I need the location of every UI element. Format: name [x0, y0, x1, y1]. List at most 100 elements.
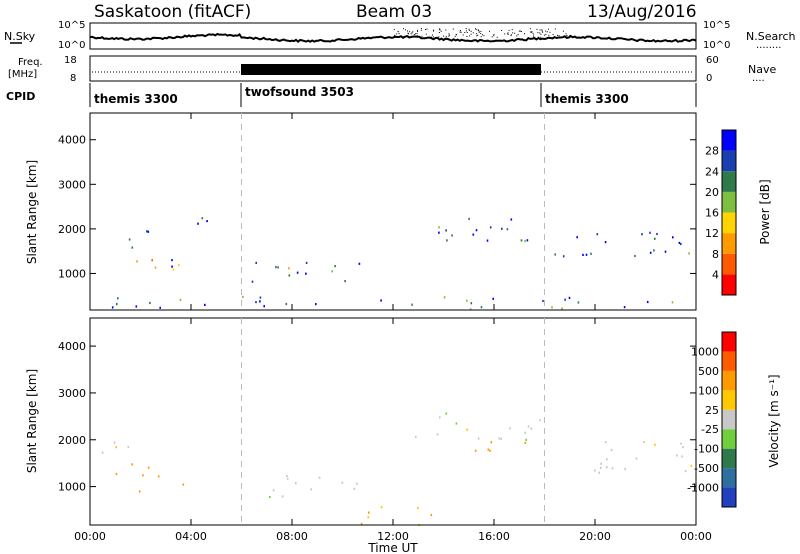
- y-tick-label: 4000: [58, 134, 86, 147]
- nave-legend: ....: [752, 73, 765, 84]
- nsearch-dot: [557, 34, 558, 36]
- nsearch-dot: [512, 32, 514, 34]
- nsearch-dot: [501, 30, 503, 31]
- nsearch-dot: [409, 31, 411, 33]
- range-cell: [525, 438, 527, 441]
- range-cell: [255, 301, 257, 304]
- nsearch-dot: [440, 30, 442, 32]
- range-cell: [171, 265, 173, 268]
- range-cell: [438, 231, 440, 234]
- nsearch-dot: [479, 31, 480, 33]
- nsearch-dot: [542, 31, 544, 33]
- range-cell: [582, 253, 584, 256]
- nsky-left-tick-bottom: 10^0: [58, 40, 85, 51]
- colorbar-cell: [722, 150, 736, 172]
- range-cell: [310, 488, 312, 491]
- nsearch-dot: [460, 31, 462, 33]
- nsearch-dot: [459, 30, 461, 31]
- freq-label: Freq.: [18, 57, 43, 68]
- nsearch-dot: [448, 33, 450, 35]
- range-cell: [417, 506, 419, 510]
- range-cell: [147, 466, 150, 469]
- range-cell: [182, 483, 185, 486]
- range-cell: [474, 449, 477, 452]
- range-cell: [468, 217, 470, 220]
- nsearch-dot: [518, 30, 520, 32]
- range-cell: [590, 252, 592, 255]
- freq-right-tick-top: 60: [706, 55, 719, 66]
- range-cell: [149, 301, 151, 305]
- x-tick-label: 20:00: [579, 530, 611, 543]
- range-cell: [380, 299, 382, 302]
- power-scatter-data: [111, 217, 690, 311]
- range-cell: [288, 267, 290, 270]
- nsearch-dot: [465, 30, 467, 32]
- nsearch-dot: [438, 36, 440, 38]
- nsearch-dot: [546, 31, 548, 33]
- cpid-label: CPID: [6, 90, 35, 103]
- range-cell: [649, 251, 652, 254]
- nsearch-dot: [468, 29, 470, 31]
- nsearch-dot: [432, 34, 433, 36]
- range-cell: [360, 522, 363, 525]
- range-cell: [318, 476, 321, 479]
- nsearch-dot: [407, 32, 409, 34]
- range-cell: [305, 261, 308, 264]
- nsearch-dot: [475, 29, 477, 31]
- range-cell: [654, 443, 656, 446]
- nsearch-dot: [530, 32, 532, 33]
- range-cell: [490, 441, 493, 444]
- nsearch-dot: [519, 30, 521, 32]
- y-tick-label: 2000: [58, 434, 86, 447]
- nsearch-dot: [516, 35, 518, 37]
- range-cell: [263, 305, 265, 308]
- range-cell: [277, 266, 279, 269]
- power-colorbar: 28 24 20 16 12 8 4: [705, 129, 737, 296]
- nsearch-dot: [403, 28, 405, 30]
- range-cell: [295, 482, 297, 485]
- nsearch-dot: [545, 30, 547, 32]
- nsearch-dot: [563, 36, 565, 38]
- range-cell: [115, 473, 118, 476]
- power-panel-frame: [89, 112, 697, 311]
- range-cell: [635, 457, 638, 460]
- y-tick-label: 3000: [58, 387, 86, 400]
- colorbar-cell: [722, 212, 736, 234]
- nsearch-dot: [472, 32, 474, 34]
- nsearch-dot: [538, 36, 540, 38]
- nsearch-dot: [396, 36, 398, 37]
- range-cell: [610, 449, 613, 452]
- range-cell: [197, 222, 199, 225]
- range-cell: [138, 490, 141, 493]
- range-cell: [296, 271, 299, 274]
- colorbar-cell: [722, 233, 736, 254]
- range-cell: [430, 513, 433, 517]
- nsearch-dot: [480, 33, 482, 34]
- range-cell: [486, 239, 489, 242]
- range-cell: [285, 302, 288, 306]
- x-tick-label: 16:00: [478, 530, 510, 543]
- range-cell: [131, 246, 134, 249]
- range-cell: [634, 254, 636, 258]
- range-cell: [154, 266, 157, 269]
- range-cell: [653, 249, 655, 252]
- range-cell: [680, 242, 682, 246]
- nsearch-dot: [425, 33, 427, 35]
- nsearch-dot: [411, 32, 413, 34]
- nsearch-dot: [421, 35, 423, 37]
- colorbar-tick-label: 12: [705, 227, 719, 240]
- nsky-right-tick-bottom: 10^0: [703, 40, 730, 51]
- nsearch-dot: [459, 31, 461, 33]
- range-cell: [680, 442, 682, 445]
- colorbar-cell: [722, 274, 736, 295]
- range-cell: [259, 300, 261, 303]
- nsearch-dot: [417, 29, 418, 31]
- range-cell: [506, 228, 509, 231]
- range-cell: [113, 441, 116, 444]
- nsearch-dot: [566, 35, 568, 37]
- nsearch-dot: [514, 32, 516, 34]
- colorbar-cell: [722, 468, 736, 488]
- nsearch-dot: [552, 34, 554, 35]
- nsearch-dot: [507, 34, 509, 35]
- range-cell: [527, 425, 530, 428]
